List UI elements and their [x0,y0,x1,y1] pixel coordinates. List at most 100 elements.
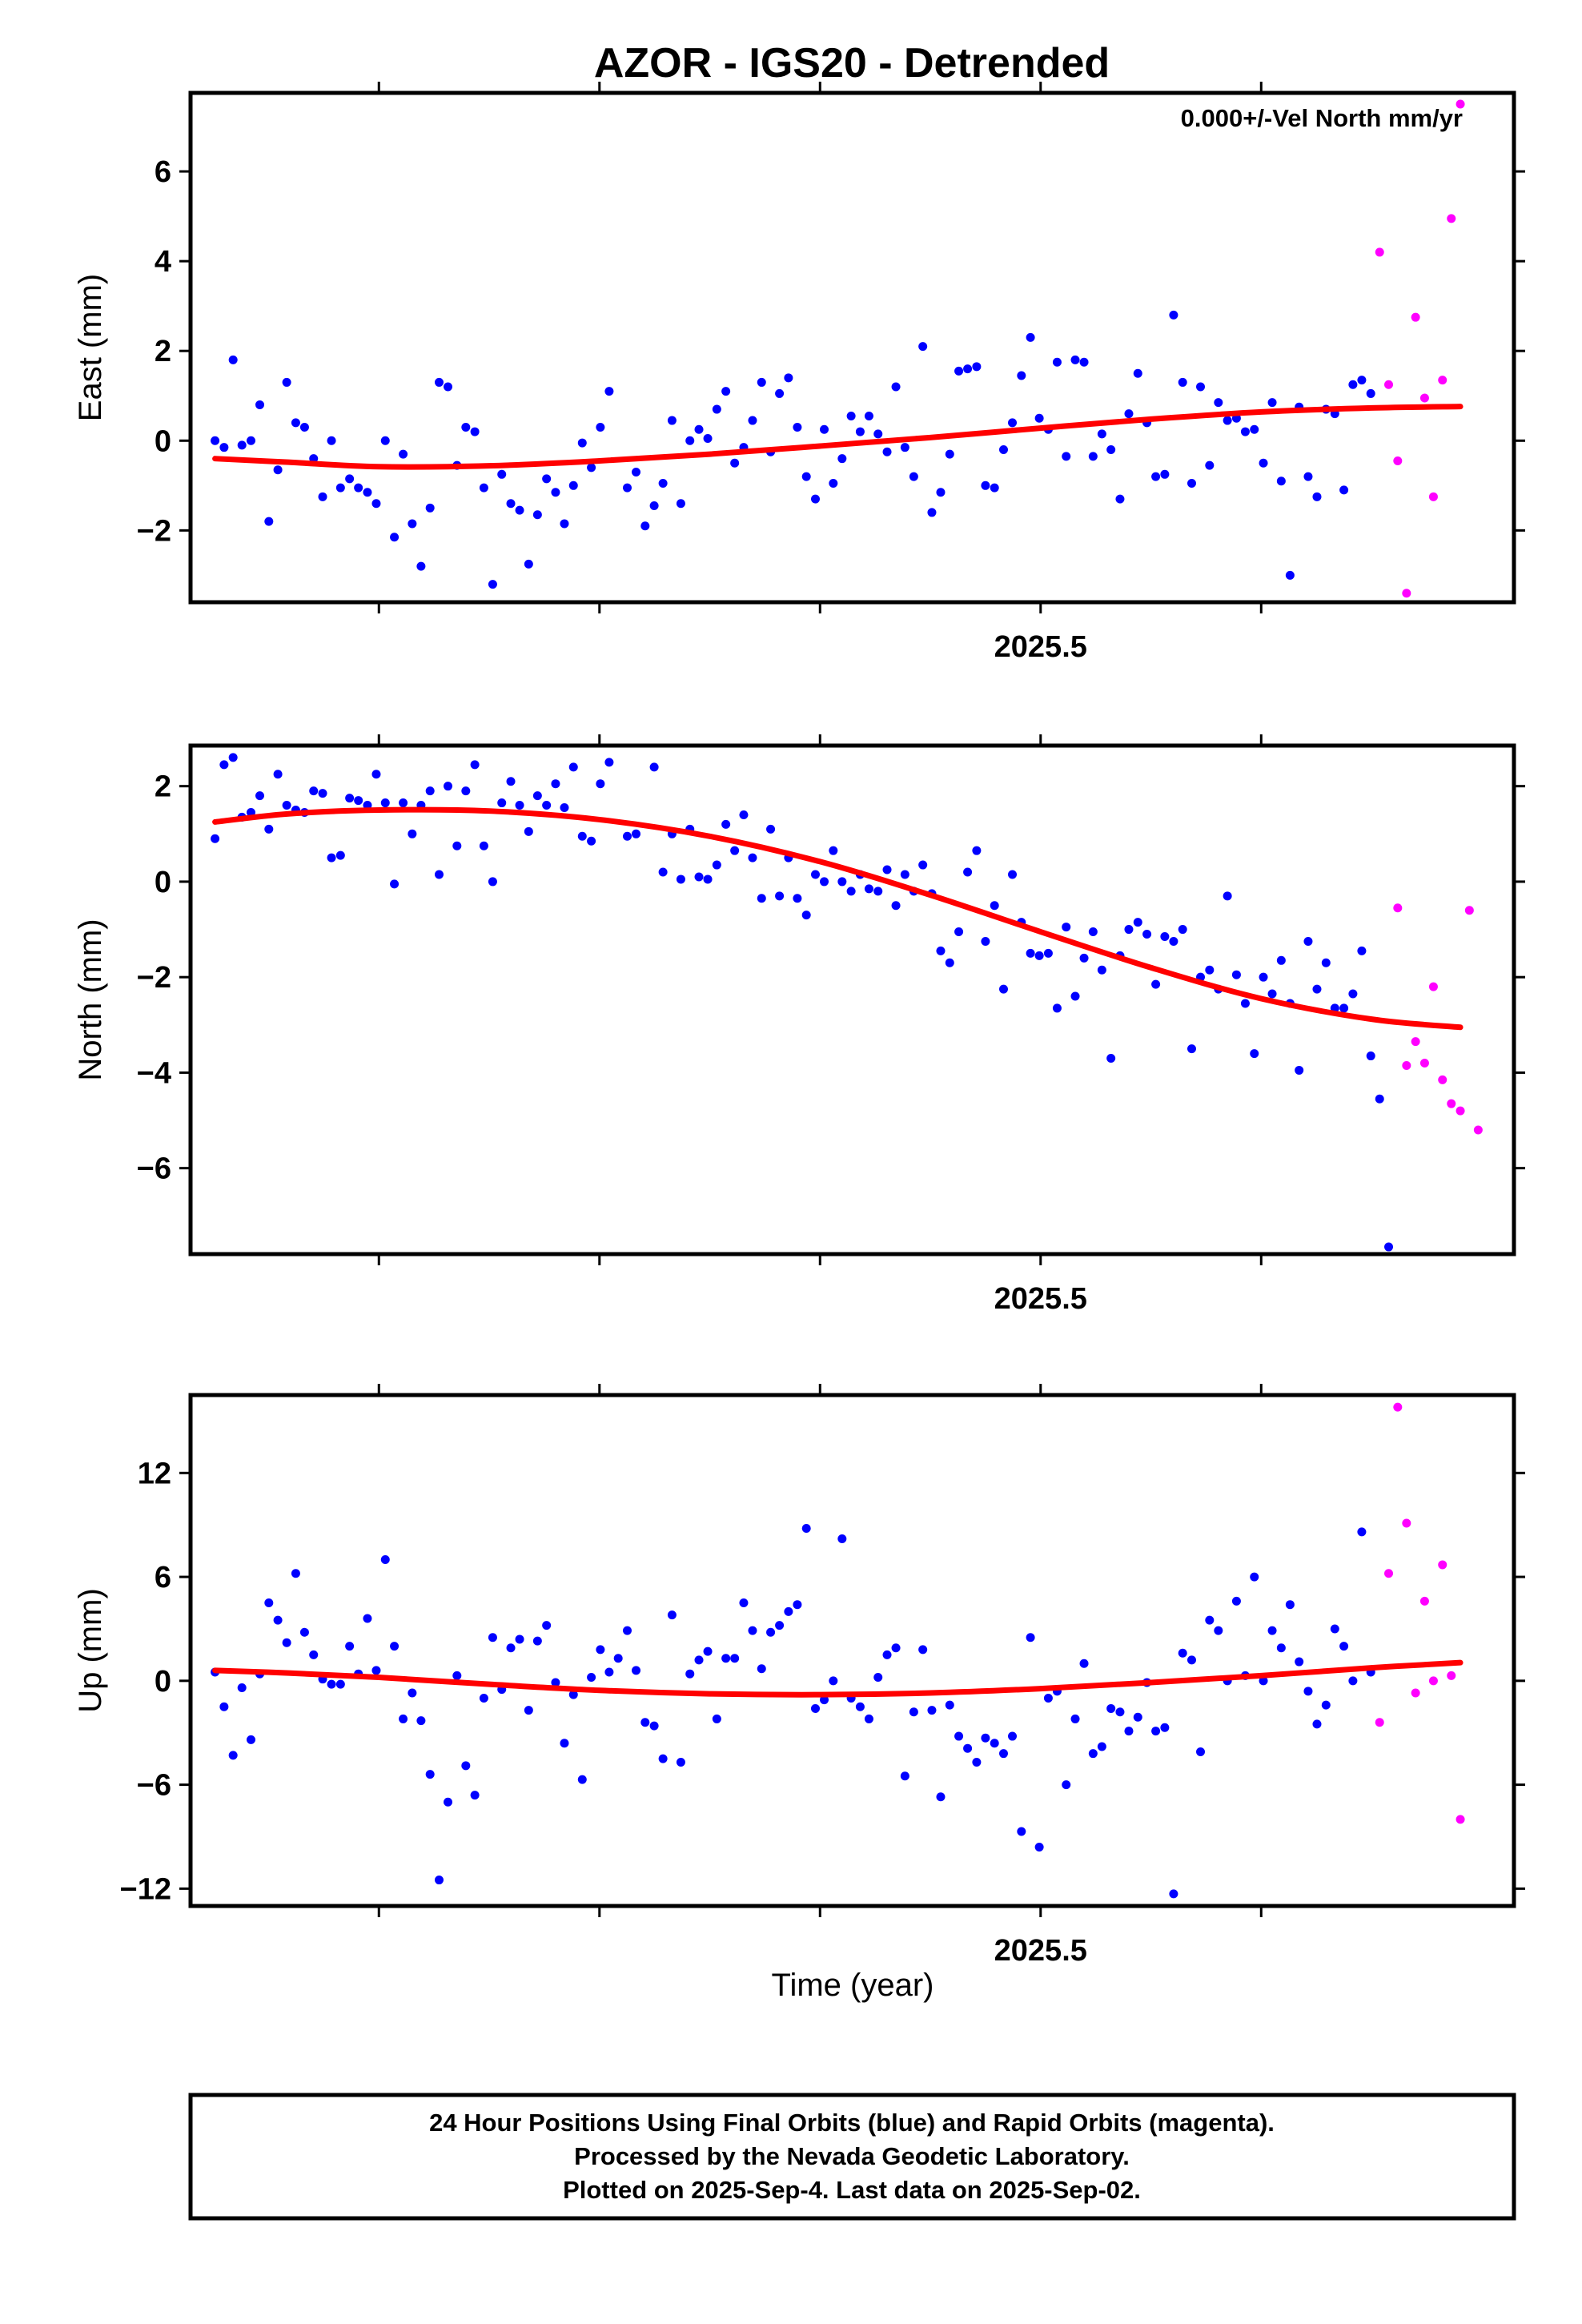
up-final-orbit-point [1205,1615,1215,1625]
up-final-orbit-point [972,1757,982,1767]
up-rapid-orbit-point [1384,1569,1394,1578]
north-final-orbit-point [515,801,524,810]
up-final-orbit-point [515,1634,524,1644]
east-final-orbit-point [1186,479,1196,489]
east-rapid-orbit-point [1447,214,1456,223]
north-final-orbit-point [1070,991,1080,1001]
up-final-orbit-point [237,1683,247,1692]
up-final-orbit-point [981,1733,990,1743]
north-ytick-label: −4 [137,1056,171,1090]
up-final-orbit-point [721,1654,731,1663]
up-plot-area [211,1402,1465,1899]
up-final-orbit-point [1267,1626,1277,1635]
up-final-orbit-point [613,1654,623,1663]
up-final-orbit-point [228,1751,238,1760]
up-final-orbit-point [444,1797,453,1807]
east-final-orbit-point [936,488,946,497]
east-final-orbit-point [632,467,641,476]
east-final-orbit-point [228,355,238,364]
up-final-orbit-point [560,1739,569,1748]
north-rapid-orbit-point [1419,1059,1429,1068]
north-final-orbit-point [318,789,327,798]
up-final-orbit-point [327,1679,336,1689]
east-final-orbit-point [998,444,1008,454]
up-final-orbit-point [1339,1642,1349,1651]
up-final-orbit-point [345,1642,355,1651]
north-final-orbit-point [972,846,982,855]
east-final-orbit-point [1124,409,1134,419]
east-final-orbit-point [416,561,426,571]
east-final-orbit-point [667,416,677,425]
up-final-orbit-point [793,1600,802,1610]
north-final-orbit-point [990,901,999,911]
east-final-orbit-point [1339,485,1349,495]
up-final-orbit-point [577,1775,587,1784]
up-final-orbit-point [506,1643,516,1653]
up-final-orbit-point [900,1771,909,1781]
up-final-orbit-point [873,1673,883,1683]
up-final-orbit-point [470,1791,480,1800]
up-final-orbit-point [891,1643,901,1653]
north-final-orbit-point [408,829,417,838]
north-rapid-orbit-point [1464,906,1474,915]
east-final-orbit-point [354,483,363,493]
up-final-orbit-point [363,1614,372,1623]
north-final-orbit-point [1321,958,1331,967]
east-final-orbit-point [703,433,713,443]
up-final-orbit-point [524,1706,533,1715]
north-final-orbit-point [1160,931,1170,941]
east-rapid-orbit-point [1402,589,1411,598]
east-ytick-label: 2 [155,335,171,368]
up-final-orbit-point [766,1627,776,1637]
north-rapid-orbit-point [1473,1125,1483,1135]
east-rapid-orbit-point [1428,492,1438,501]
up-final-orbit-point [757,1664,766,1674]
east-final-orbit-point [264,517,274,526]
east-final-orbit-point [793,422,802,432]
north-final-orbit-point [327,853,336,862]
north-final-orbit-point [846,887,856,896]
north-xtick-label: 2025.5 [994,1282,1087,1316]
up-final-orbit-point [264,1598,274,1608]
chart-title: AZOR - IGS20 - Detrended [594,40,1110,86]
up-final-orbit-point [685,1669,695,1679]
east-final-orbit-point [784,373,793,383]
up-final-orbit-point [1115,1707,1125,1717]
east-final-orbit-point [981,480,990,490]
up-rapid-orbit-point [1375,1718,1384,1727]
east-final-orbit-point [649,501,659,511]
north-final-orbit-point [1348,989,1358,999]
east-plot-area [211,99,1465,598]
east-final-orbit-point [1240,427,1250,436]
north-final-orbit-point [873,887,883,896]
east-final-orbit-point [855,427,865,436]
east-final-orbit-point [1052,357,1062,367]
north-final-orbit-point [1079,953,1089,963]
north-final-orbit-point [864,884,873,894]
up-y-axis-label: Up (mm) [73,1588,108,1713]
east-final-orbit-point [488,580,497,589]
east-final-orbit-point [900,443,909,452]
north-final-orbit-point [981,936,990,946]
east-final-orbit-point [846,411,856,420]
up-final-orbit-point [1214,1626,1223,1635]
up-final-orbit-point [712,1714,721,1723]
up-final-orbit-point [1043,1693,1053,1703]
north-y-axis-label: North (mm) [73,919,108,1080]
up-final-orbit-point [390,1642,400,1651]
east-final-orbit-point [568,480,578,490]
up-final-orbit-point [775,1621,785,1630]
north-final-orbit-point [399,798,408,808]
east-y-axis-label: East (mm) [73,274,108,421]
east-final-orbit-point [532,510,542,520]
east-final-orbit-point [524,559,533,569]
north-final-orbit-point [1303,936,1313,946]
north-final-orbit-point [918,860,928,870]
east-final-orbit-point [1366,388,1375,398]
up-final-orbit-point [1250,1572,1259,1582]
east-fit-curve [212,404,1464,470]
north-plot-area [211,753,1483,1252]
north-final-orbit-point [604,758,614,767]
east-rapid-orbit-point [1456,99,1465,109]
